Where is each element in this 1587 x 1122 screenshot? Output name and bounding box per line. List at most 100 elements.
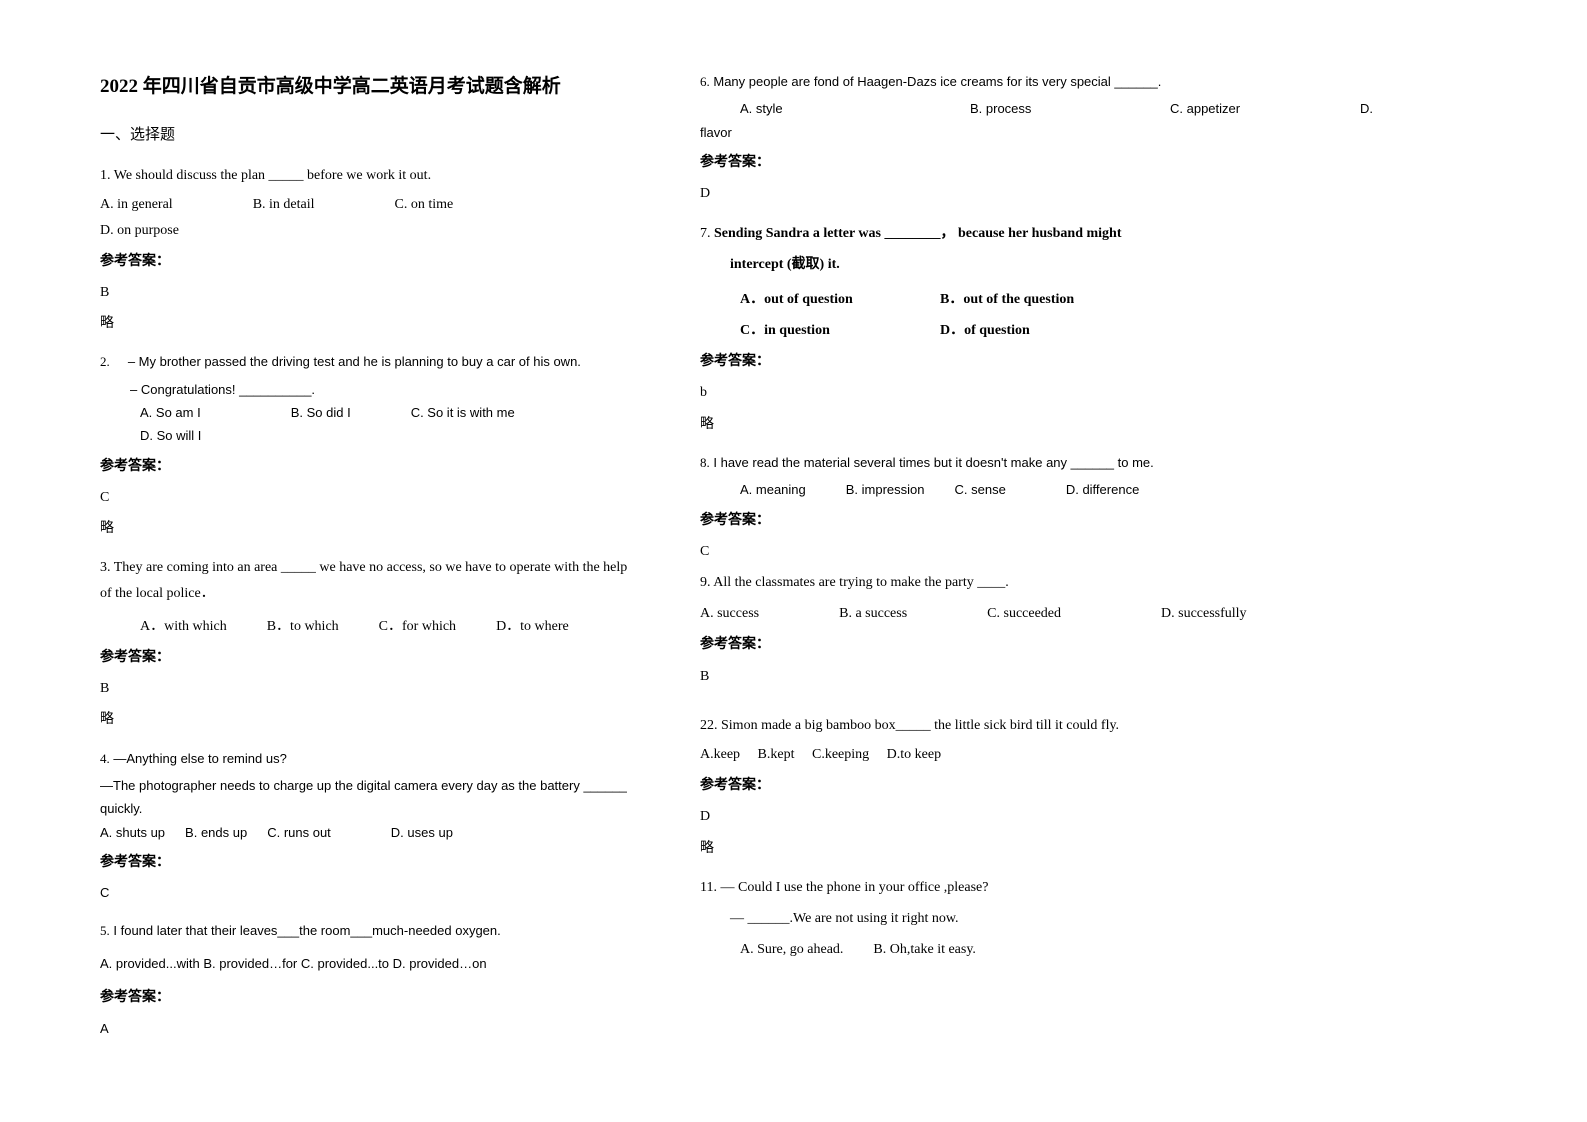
- answer-label: 参考答案：: [700, 508, 1487, 533]
- question-block: 22. Simon made a big bamboo box_____ the…: [700, 713, 1487, 861]
- question-number: 1.: [100, 168, 111, 183]
- option: D. on purpose: [100, 218, 179, 243]
- question-block: 6. Many people are fond of Haagen-Dazs i…: [700, 70, 1487, 207]
- question-text: 5. I found later that their leaves___the…: [100, 919, 640, 942]
- option: D．to where: [496, 614, 569, 639]
- question-text: 3. They are coming into an area _____ we…: [100, 555, 640, 605]
- question-text: 9. All the classmates are trying to make…: [700, 570, 1487, 595]
- option: C. runs out: [267, 821, 331, 844]
- option: C. on time: [395, 192, 454, 217]
- question-text: 22. Simon made a big bamboo box_____ the…: [700, 713, 1487, 738]
- option: C. succeeded: [987, 601, 1061, 626]
- answer-value: C: [700, 539, 1487, 564]
- option: B. impression: [846, 478, 925, 501]
- options-row: A. meaning B. impression C. sense D. dif…: [700, 478, 1487, 501]
- question-number: 8.: [700, 455, 710, 470]
- question-text: 4. —Anything else to remind us?: [100, 747, 640, 770]
- options-row: A. shuts up B. ends up C. runs out D. us…: [100, 821, 640, 844]
- options-row: A. Sure, go ahead. B. Oh,take it easy.: [700, 937, 1487, 962]
- question-block: 5. I found later that their leaves___the…: [100, 919, 640, 1040]
- question-text: 11. — Could I use the phone in your offi…: [700, 875, 1487, 900]
- question-block: 1. We should discuss the plan _____ befo…: [100, 163, 640, 336]
- question-stem: – My brother passed the driving test and…: [128, 354, 581, 369]
- options-row: A．out of question B．out of the question: [700, 287, 1487, 312]
- option: A. in general: [100, 192, 173, 217]
- question-line2: —The photographer needs to charge up the…: [100, 774, 640, 821]
- question-stem: I found later that their leaves___the ro…: [113, 923, 500, 938]
- option: A. style: [740, 97, 970, 120]
- options-row: A. in general B. in detail C. on time D.…: [100, 192, 640, 242]
- question-line2: — ______.We are not using it right now.: [700, 906, 1487, 931]
- answer-label: 参考答案：: [100, 454, 640, 479]
- answer-label: 参考答案：: [100, 249, 640, 274]
- question-block: 7. Sending Sandra a letter was ________，…: [700, 221, 1487, 437]
- option: B．to which: [267, 614, 339, 639]
- omit-text: 略: [100, 311, 640, 336]
- options-row: A．with which B．to which C．for which D．to…: [100, 614, 640, 639]
- answer-label: 参考答案：: [700, 632, 1487, 657]
- option: A. success: [700, 601, 759, 626]
- question-stem: I have read the material several times b…: [713, 455, 1153, 470]
- question-number: 4.: [100, 751, 110, 766]
- option: B. Oh,take it easy.: [873, 937, 976, 962]
- option: B. process: [970, 97, 1170, 120]
- omit-text: 略: [100, 516, 640, 541]
- options-row: A. style B. process C. appetizer D.: [700, 97, 1487, 120]
- options-row: C．in question D．of question: [700, 318, 1487, 343]
- question-stem: Many people are fond of Haagen-Dazs ice …: [713, 74, 1161, 89]
- answer-value: B: [100, 280, 640, 305]
- option-wrap: flavor: [700, 121, 1487, 144]
- left-column: 2022 年四川省自贡市高级中学高二英语月考试题含解析 一、选择题 1. We …: [100, 70, 680, 1054]
- question-number: 11.: [700, 880, 717, 895]
- options-row: A. provided...with B. provided…for C. pr…: [100, 952, 640, 975]
- question-block: 11. — Could I use the phone in your offi…: [700, 875, 1487, 963]
- option: A. Sure, go ahead.: [740, 937, 843, 962]
- question-number: 7.: [700, 226, 711, 241]
- option: A. shuts up: [100, 821, 165, 844]
- answer-label: 参考答案：: [100, 850, 640, 875]
- question-number: 2.: [100, 354, 110, 369]
- options-row: A. success B. a success C. succeeded D. …: [700, 601, 1487, 626]
- answer-value: D: [700, 804, 1487, 829]
- question-block: 3. They are coming into an area _____ we…: [100, 555, 640, 732]
- right-column: 6. Many people are fond of Haagen-Dazs i…: [680, 70, 1527, 1054]
- option: A．out of question: [740, 287, 940, 312]
- question-stem: Sending Sandra a letter was ________， be…: [714, 226, 1121, 241]
- answer-value: C: [100, 485, 640, 510]
- options-row: A. So am I B. So did I C. So it is with …: [100, 401, 640, 448]
- option: D．of question: [940, 318, 1030, 343]
- question-stem: We should discuss the plan _____ before …: [114, 168, 431, 183]
- answer-value: A: [100, 1017, 640, 1040]
- question-line2: intercept (截取) it.: [700, 252, 1487, 277]
- option: B. a success: [839, 601, 907, 626]
- answer-value: C: [100, 881, 640, 904]
- option: B. ends up: [185, 821, 247, 844]
- answer-label: 参考答案：: [700, 773, 1487, 798]
- answer-label: 参考答案：: [700, 150, 1487, 175]
- option: C. appetizer: [1170, 97, 1360, 120]
- exam-title: 2022 年四川省自贡市高级中学高二英语月考试题含解析: [100, 70, 640, 104]
- question-stem: Simon made a big bamboo box_____ the lit…: [721, 718, 1119, 733]
- options-row: A.keep B.kept C.keeping D.to keep: [700, 742, 1487, 767]
- answer-label: 参考答案：: [100, 645, 640, 670]
- question-stem: —Anything else to remind us?: [113, 751, 286, 766]
- question-text: 6. Many people are fond of Haagen-Dazs i…: [700, 70, 1487, 93]
- question-number: 9.: [700, 575, 711, 590]
- question-number: 6.: [700, 74, 710, 89]
- option: D. uses up: [391, 821, 453, 844]
- answer-label: 参考答案：: [700, 349, 1487, 374]
- option: D. difference: [1066, 478, 1139, 501]
- question-text: 1. We should discuss the plan _____ befo…: [100, 163, 640, 188]
- option: D. successfully: [1161, 601, 1247, 626]
- answer-value: B: [700, 664, 1487, 689]
- option: B．out of the question: [940, 287, 1074, 312]
- question-stem: They are coming into an area _____ we ha…: [100, 560, 627, 600]
- question-stem: — Could I use the phone in your office ,…: [720, 880, 988, 895]
- question-text: 2. – My brother passed the driving test …: [100, 350, 640, 373]
- option: D.: [1360, 97, 1373, 120]
- option: B. So did I: [291, 401, 351, 424]
- section-header: 一、选择题: [100, 122, 640, 149]
- question-text: 8. I have read the material several time…: [700, 451, 1487, 474]
- option: C．in question: [740, 318, 940, 343]
- question-number: 5.: [100, 923, 110, 938]
